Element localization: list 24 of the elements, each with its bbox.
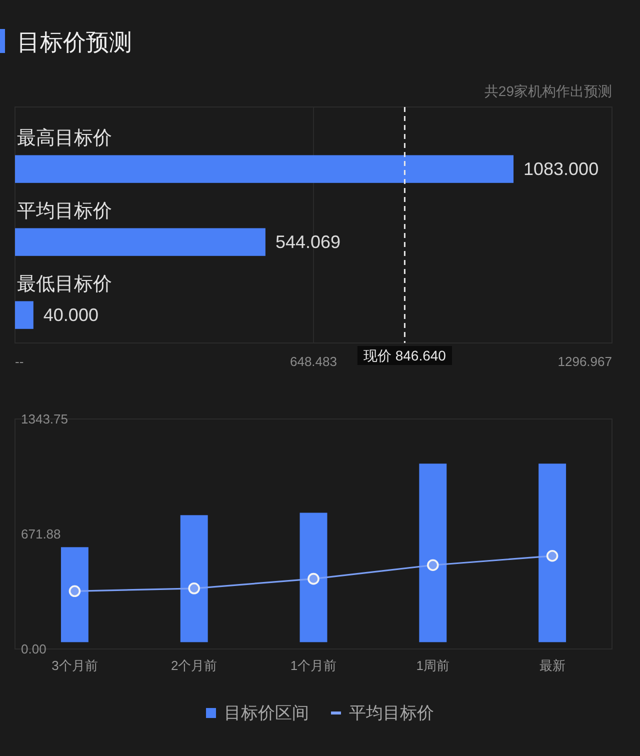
point xyxy=(546,550,558,562)
point xyxy=(188,582,200,594)
point xyxy=(308,572,320,585)
data-label: 544.069 xyxy=(275,232,341,252)
chart-title: 目标价预测 xyxy=(17,29,132,55)
data-label: 1083.000 xyxy=(524,159,599,180)
y-tick-label: 1343.75 xyxy=(21,412,68,426)
y-tick-label: 平均目标价 xyxy=(17,201,112,222)
point xyxy=(427,559,439,572)
bar xyxy=(180,515,208,642)
x-tick-label: 648.483 xyxy=(290,354,337,369)
y-tick-label: 最低目标价 xyxy=(17,274,112,296)
y-tick-label: 671.88 xyxy=(21,526,61,542)
chart-subtitle: 共29家机构作出预测 xyxy=(484,83,612,99)
ref-line-label: 现价 846.640 xyxy=(363,348,446,364)
x-tick-label: -- xyxy=(15,354,24,369)
y-tick-label: 最高目标价 xyxy=(17,127,112,150)
bar xyxy=(538,464,566,642)
point xyxy=(68,585,81,598)
bar xyxy=(419,464,447,642)
x-tick-label: 1296.967 xyxy=(558,354,612,369)
bar xyxy=(60,547,88,642)
data-label: 40.000 xyxy=(43,305,98,326)
bar xyxy=(300,512,328,642)
